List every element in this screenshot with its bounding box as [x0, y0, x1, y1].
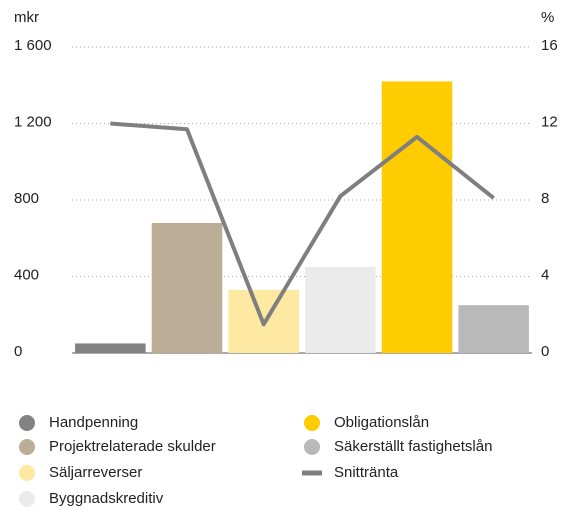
legend-swatch	[19, 439, 35, 455]
legend-swatch	[304, 439, 320, 455]
bar	[381, 81, 453, 354]
y-tick-label: 0	[14, 343, 22, 360]
legend-swatch	[302, 470, 322, 476]
legend-swatch	[304, 415, 320, 431]
legend-swatch	[19, 491, 35, 507]
y-axis-label: mkr	[14, 9, 39, 26]
y2-tick-label: 8	[541, 190, 549, 207]
y-tick-label: 400	[14, 266, 39, 283]
legend-swatch	[19, 415, 35, 431]
y2-tick-label: 0	[541, 343, 549, 360]
legend-label: Säkerställt fastighetslån	[334, 438, 492, 455]
legend-label: Snittränta	[334, 464, 399, 481]
bar	[75, 343, 146, 353]
bar	[458, 305, 529, 353]
y-tick-label: 1 200	[14, 113, 52, 130]
y2-tick-label: 16	[541, 37, 558, 54]
y2-tick-label: 12	[541, 113, 558, 130]
legend-label: Projektrelaterade skulder	[49, 438, 216, 455]
y-tick-label: 800	[14, 190, 39, 207]
legend-label: Obligationslån	[334, 414, 429, 431]
legend-label: Handpenning	[49, 414, 138, 431]
legend-label: Byggnadskreditiv	[49, 490, 164, 507]
line-series	[110, 121, 495, 327]
bar	[151, 222, 223, 353]
y-tick-label: 1 600	[14, 37, 52, 54]
legend-swatch	[19, 465, 35, 481]
y2-axis-label: %	[541, 9, 554, 26]
y2-tick-label: 4	[541, 266, 549, 283]
bar	[305, 266, 376, 353]
legend-label: Säljarreverser	[49, 464, 142, 481]
